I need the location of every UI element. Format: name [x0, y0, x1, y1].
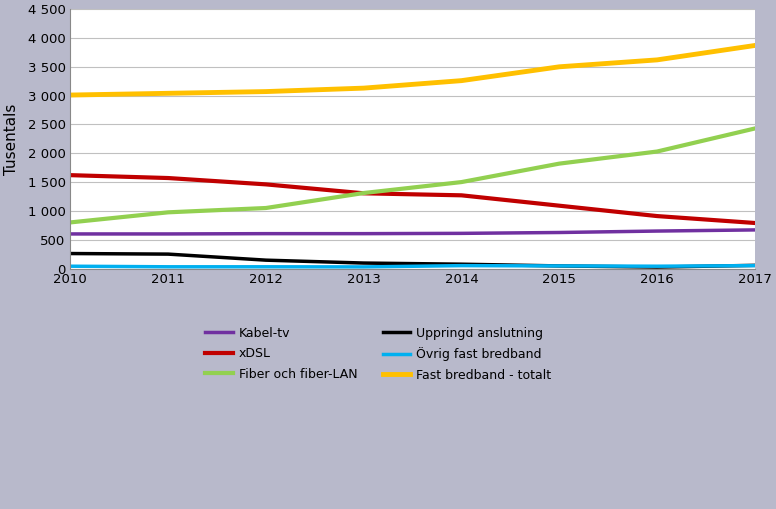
Övrig fast bredband: [359, 264, 369, 270]
Line: Övrig fast bredband: Övrig fast bredband: [71, 266, 755, 267]
xDSL: [262, 181, 271, 187]
Övrig fast bredband: [262, 264, 271, 270]
Övrig fast bredband: [164, 264, 173, 270]
Legend: Kabel-tv, xDSL, Fiber och fiber-LAN, Uppringd anslutning, Övrig fast bredband, F: Kabel-tv, xDSL, Fiber och fiber-LAN, Upp…: [206, 327, 552, 382]
xDSL: [555, 203, 564, 209]
Fiber och fiber-LAN: [653, 149, 662, 155]
Fast bredband - totalt: [653, 57, 662, 63]
Uppringd anslutning: [359, 260, 369, 266]
xDSL: [750, 220, 760, 226]
Kabel-tv: [653, 228, 662, 234]
Uppringd anslutning: [653, 264, 662, 270]
Uppringd anslutning: [262, 257, 271, 263]
Fiber och fiber-LAN: [359, 190, 369, 196]
Kabel-tv: [457, 230, 466, 236]
Uppringd anslutning: [555, 263, 564, 269]
Fiber och fiber-LAN: [555, 160, 564, 166]
Uppringd anslutning: [66, 250, 75, 257]
Fast bredband - totalt: [66, 92, 75, 98]
Kabel-tv: [66, 231, 75, 237]
Kabel-tv: [555, 230, 564, 236]
xDSL: [457, 192, 466, 199]
Fiber och fiber-LAN: [750, 125, 760, 131]
Övrig fast bredband: [66, 263, 75, 269]
Övrig fast bredband: [750, 263, 760, 269]
Kabel-tv: [359, 231, 369, 237]
Uppringd anslutning: [457, 261, 466, 267]
Fast bredband - totalt: [164, 90, 173, 96]
Uppringd anslutning: [164, 251, 173, 257]
Kabel-tv: [262, 231, 271, 237]
Fiber och fiber-LAN: [66, 219, 75, 225]
Fast bredband - totalt: [359, 85, 369, 91]
Fast bredband - totalt: [750, 42, 760, 48]
Fast bredband - totalt: [457, 77, 466, 83]
Fiber och fiber-LAN: [457, 179, 466, 185]
Line: Fiber och fiber-LAN: Fiber och fiber-LAN: [71, 128, 755, 222]
xDSL: [359, 190, 369, 196]
Line: Fast bredband - totalt: Fast bredband - totalt: [71, 45, 755, 95]
Övrig fast bredband: [555, 263, 564, 269]
Kabel-tv: [750, 227, 760, 233]
Uppringd anslutning: [750, 262, 760, 268]
Fiber och fiber-LAN: [164, 209, 173, 215]
xDSL: [66, 172, 75, 178]
Fast bredband - totalt: [555, 64, 564, 70]
Kabel-tv: [164, 231, 173, 237]
Line: xDSL: xDSL: [71, 175, 755, 223]
xDSL: [653, 213, 662, 219]
Övrig fast bredband: [457, 263, 466, 269]
Fast bredband - totalt: [262, 89, 271, 95]
Line: Uppringd anslutning: Uppringd anslutning: [71, 253, 755, 267]
Fiber och fiber-LAN: [262, 205, 271, 211]
xDSL: [164, 175, 173, 181]
Övrig fast bredband: [653, 263, 662, 269]
Line: Kabel-tv: Kabel-tv: [71, 230, 755, 234]
Y-axis label: Tusentals: Tusentals: [4, 103, 19, 175]
